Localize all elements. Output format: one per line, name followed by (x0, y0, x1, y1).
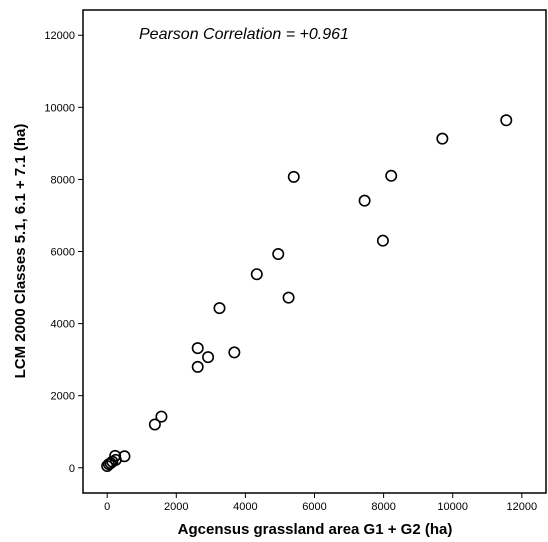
y-tick-label: 10000 (44, 102, 75, 114)
data-point (272, 248, 285, 261)
data-point (500, 114, 513, 127)
x-axis-ticks: 0 2000 4000 6000 8000 10000 12000 (104, 493, 537, 513)
y-tick-label: 4000 (51, 319, 75, 331)
data-point (155, 410, 168, 423)
data-point (385, 169, 398, 182)
x-axis-title: Agcensus grassland area G1 + G2 (ha) (178, 521, 453, 538)
data-point (213, 302, 226, 315)
data-point (228, 346, 241, 359)
x-tick-label: 12000 (507, 501, 538, 513)
data-point (436, 132, 449, 145)
data-point (202, 351, 215, 364)
data-points (101, 114, 513, 472)
data-point (191, 360, 204, 373)
x-tick-label: 0 (104, 501, 110, 513)
y-tick-label: 2000 (51, 391, 75, 403)
data-point (282, 291, 295, 304)
x-tick-label: 4000 (233, 501, 257, 513)
data-point (191, 342, 204, 355)
data-point (250, 268, 263, 281)
y-axis-ticks: 0 2000 4000 6000 8000 10000 12000 (44, 30, 83, 475)
data-point (287, 170, 300, 183)
y-tick-label: 6000 (51, 247, 75, 259)
y-tick-label: 8000 (51, 174, 75, 186)
data-point (358, 194, 371, 207)
data-point (109, 449, 122, 462)
x-tick-label: 10000 (437, 501, 468, 513)
x-tick-label: 2000 (164, 501, 188, 513)
data-point (148, 418, 161, 431)
x-tick-label: 6000 (302, 501, 326, 513)
data-point (118, 450, 131, 463)
y-tick-label: 0 (69, 463, 75, 475)
data-point (376, 234, 389, 247)
y-axis-title: LCM 2000 Classes 5.1, 6.1 + 7.1 (ha) (12, 124, 29, 379)
x-tick-label: 8000 (371, 501, 395, 513)
y-tick-label: 12000 (44, 30, 75, 42)
plot-area-frame (82, 9, 547, 494)
correlation-annotation: Pearson Correlation = +0.961 (139, 26, 349, 43)
